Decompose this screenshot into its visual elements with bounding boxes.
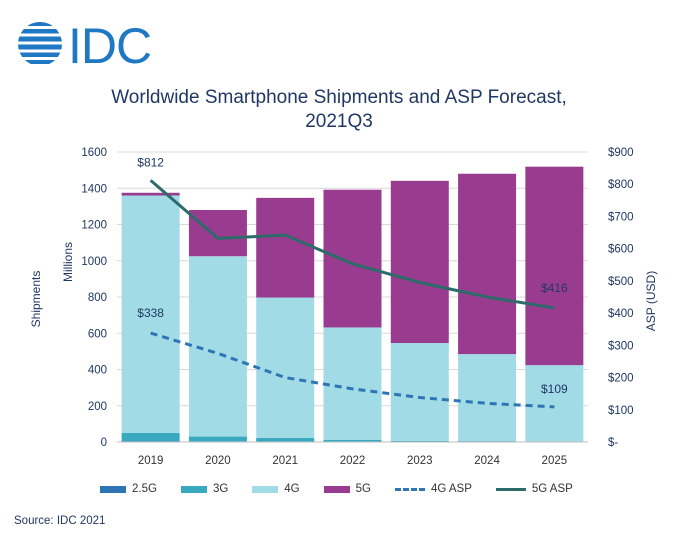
y-axis-title-left: Shipments: [29, 271, 43, 328]
legend-item: 2.5G: [100, 483, 157, 495]
bar-3g-2020: [188, 436, 247, 442]
label-4g-asp-2025: $109: [541, 382, 568, 396]
bar-3g-2021: [256, 438, 315, 442]
bar-4g-2019: [121, 195, 180, 433]
line-5g-asp: [149, 179, 555, 310]
y-tick-right: $800: [608, 179, 634, 191]
x-tick-label: 2020: [205, 455, 231, 467]
bar-5g-2022: [323, 189, 382, 328]
x-tick-label: 2024: [474, 455, 500, 467]
bar-3g-2022: [323, 439, 382, 442]
legend: 2.5G 3G 4G 5G 4G ASP 5G ASP: [100, 480, 600, 498]
bar-5g-2021: [256, 197, 315, 298]
legend-swatch: [323, 485, 350, 493]
logo-text: IDC: [68, 18, 151, 70]
legend-label: 3G: [212, 483, 229, 495]
y-tick-left: 0: [101, 437, 107, 449]
legend-item: 5G ASP: [495, 483, 573, 495]
y-axis-title-right: ASP (USD): [644, 271, 658, 331]
legend-swatch: [252, 485, 279, 493]
bar-3g-2024: [458, 441, 517, 442]
y-tick-left: 400: [88, 365, 107, 377]
y-tick-left: 1000: [81, 256, 107, 268]
chart-title: Worldwide Smartphone Shipments and ASP F…: [0, 86, 678, 134]
y-tick-right: $500: [608, 276, 634, 288]
y-tick-right: $-: [608, 437, 618, 449]
bar-3g-2019: [121, 432, 180, 442]
x-tick-label: 2021: [272, 455, 298, 467]
label-4g-asp-2019: $338: [137, 306, 164, 320]
legend-item: 4G ASP: [394, 483, 472, 495]
legend-swatch: [180, 485, 207, 493]
x-tick-label: 2025: [542, 455, 568, 467]
bar-4g-2021: [256, 297, 315, 439]
legend-swatch: [100, 485, 126, 493]
legend-item: 3G: [180, 483, 229, 495]
y-axis-units-left: Millions: [61, 242, 75, 282]
y-tick-left: 200: [88, 401, 107, 413]
bar-3g-2023: [390, 440, 449, 442]
y-tick-left: 800: [88, 292, 107, 304]
y-tick-right: $400: [608, 308, 634, 320]
x-tick-label: 2019: [138, 455, 164, 467]
legend-label: 4G: [284, 483, 300, 495]
y-tick-right: $300: [608, 340, 634, 352]
bar-4g-2022: [323, 327, 382, 440]
y-tick-right: $200: [608, 373, 634, 385]
y-tick-left: 600: [88, 328, 107, 340]
chart-title-line2: 2021Q3: [305, 111, 373, 132]
y-tick-left: 1200: [81, 220, 107, 232]
y-tick-right: $600: [608, 244, 634, 256]
bar-5g-2019: [121, 192, 180, 196]
bar-5g-2020: [188, 210, 247, 257]
legend-swatch: [394, 487, 425, 491]
legend-item: 4G: [252, 483, 300, 495]
legend-label: 5G: [355, 483, 371, 495]
label-5g-asp-2025: $416: [541, 281, 568, 295]
legend-swatch: [495, 487, 526, 491]
bar-5g-2025: [525, 166, 584, 366]
y-tick-left: 1600: [81, 147, 107, 159]
bar-5g-2024: [458, 173, 517, 355]
x-tick-label: 2022: [340, 455, 366, 467]
bar-4g-2024: [458, 354, 517, 442]
y-tick-right: $700: [608, 211, 634, 223]
bar-5g-2023: [390, 180, 449, 344]
legend-item: 5G: [323, 483, 371, 495]
legend-label: 4G ASP: [430, 483, 472, 495]
y-tick-left: 1400: [81, 183, 107, 195]
chart-title-line1: Worldwide Smartphone Shipments and ASP F…: [111, 87, 567, 108]
label-5g-asp-2019: $812: [137, 155, 164, 169]
bar-4g-2025: [525, 365, 584, 442]
bar-4g-2023: [390, 343, 449, 441]
y-tick-right: $900: [608, 147, 634, 159]
legend-label: 2.5G: [132, 483, 157, 495]
legend-label: 5G ASP: [531, 483, 573, 495]
x-tick-label: 2023: [407, 455, 433, 467]
y-tick-right: $100: [608, 405, 634, 417]
source-note: Source: IDC 2021: [14, 515, 106, 527]
idc-logo: IDC: [18, 18, 152, 70]
line-4g-asp: [150, 331, 555, 409]
